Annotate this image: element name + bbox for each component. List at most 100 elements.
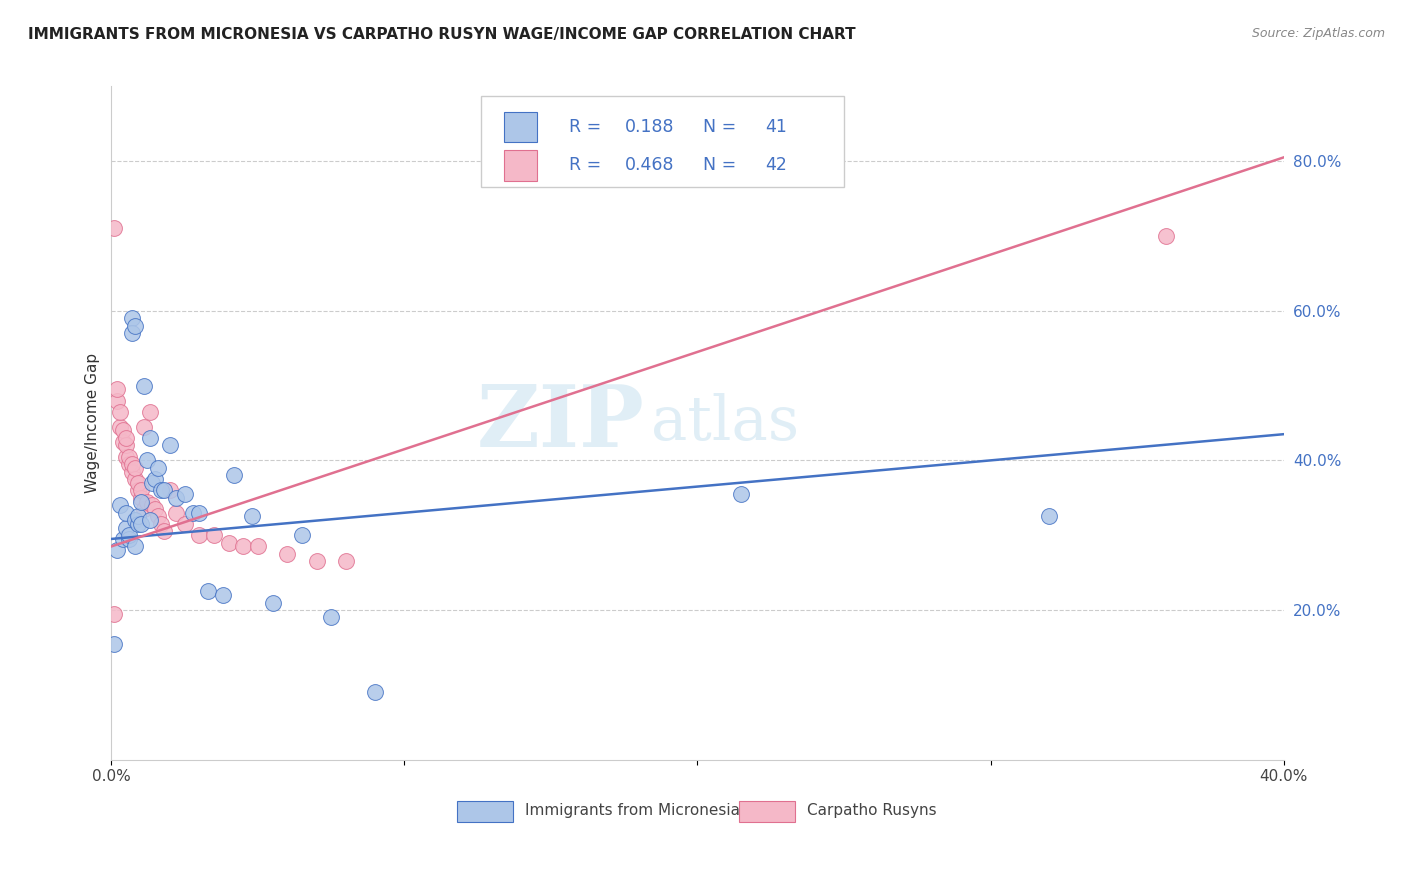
- Point: [127, 475, 149, 490]
- Point: [165, 506, 187, 520]
- Point: [127, 483, 149, 498]
- Point: [118, 450, 141, 464]
- Point: [291, 528, 314, 542]
- Point: [141, 475, 163, 490]
- Point: [218, 535, 240, 549]
- Point: [129, 483, 152, 498]
- Text: atlas: atlas: [651, 393, 799, 453]
- Text: R =: R =: [568, 118, 606, 136]
- Point: [112, 424, 135, 438]
- Point: [135, 494, 157, 508]
- Point: [364, 685, 387, 699]
- Point: [141, 498, 163, 512]
- Point: [127, 516, 149, 531]
- Point: [121, 457, 143, 471]
- Point: [118, 457, 141, 471]
- Point: [124, 540, 146, 554]
- Point: [138, 405, 160, 419]
- Point: [105, 543, 128, 558]
- Point: [173, 516, 195, 531]
- Text: 0.468: 0.468: [624, 156, 675, 175]
- Point: [112, 532, 135, 546]
- Point: [148, 509, 170, 524]
- Point: [115, 431, 138, 445]
- Point: [105, 393, 128, 408]
- Point: [112, 434, 135, 449]
- Text: Carpatho Rusyns: Carpatho Rusyns: [807, 803, 936, 818]
- Point: [118, 532, 141, 546]
- Point: [150, 483, 173, 498]
- Point: [730, 487, 752, 501]
- Text: Source: ZipAtlas.com: Source: ZipAtlas.com: [1251, 27, 1385, 40]
- Point: [124, 513, 146, 527]
- Point: [132, 419, 155, 434]
- Point: [124, 472, 146, 486]
- Point: [165, 491, 187, 505]
- Point: [121, 326, 143, 341]
- FancyBboxPatch shape: [505, 151, 537, 180]
- Point: [1156, 229, 1178, 244]
- Point: [129, 516, 152, 531]
- Point: [148, 461, 170, 475]
- Point: [124, 461, 146, 475]
- Point: [103, 221, 125, 235]
- Point: [138, 513, 160, 527]
- FancyBboxPatch shape: [505, 112, 537, 142]
- Text: N =: N =: [703, 118, 742, 136]
- Text: 41: 41: [765, 118, 787, 136]
- Text: ZIP: ZIP: [477, 381, 645, 465]
- Point: [135, 453, 157, 467]
- Point: [276, 547, 298, 561]
- Text: 42: 42: [765, 156, 787, 175]
- Text: 0.188: 0.188: [624, 118, 675, 136]
- Point: [115, 506, 138, 520]
- Text: N =: N =: [703, 156, 742, 175]
- Point: [173, 487, 195, 501]
- Point: [188, 528, 211, 542]
- Point: [138, 431, 160, 445]
- Point: [224, 468, 246, 483]
- Point: [246, 540, 269, 554]
- Point: [232, 540, 254, 554]
- FancyBboxPatch shape: [738, 801, 794, 822]
- Point: [188, 506, 211, 520]
- FancyBboxPatch shape: [457, 801, 513, 822]
- Text: IMMIGRANTS FROM MICRONESIA VS CARPATHO RUSYN WAGE/INCOME GAP CORRELATION CHART: IMMIGRANTS FROM MICRONESIA VS CARPATHO R…: [28, 27, 856, 42]
- Point: [132, 502, 155, 516]
- Point: [240, 509, 263, 524]
- Point: [153, 483, 176, 498]
- Point: [132, 378, 155, 392]
- Point: [211, 588, 233, 602]
- Point: [262, 595, 284, 609]
- Point: [121, 465, 143, 479]
- Point: [124, 318, 146, 333]
- Point: [159, 438, 181, 452]
- Point: [129, 494, 152, 508]
- Point: [115, 438, 138, 452]
- Y-axis label: Wage/Income Gap: Wage/Income Gap: [86, 353, 100, 493]
- Point: [153, 524, 176, 539]
- Point: [103, 607, 125, 621]
- Point: [150, 516, 173, 531]
- FancyBboxPatch shape: [481, 96, 844, 187]
- Point: [145, 502, 167, 516]
- Point: [105, 382, 128, 396]
- Point: [108, 498, 131, 512]
- Point: [197, 584, 219, 599]
- Point: [183, 506, 205, 520]
- Point: [1038, 509, 1060, 524]
- Point: [159, 483, 181, 498]
- Text: Immigrants from Micronesia: Immigrants from Micronesia: [526, 803, 740, 818]
- Point: [127, 509, 149, 524]
- Point: [335, 554, 357, 568]
- Point: [108, 405, 131, 419]
- Point: [321, 610, 343, 624]
- Point: [115, 450, 138, 464]
- Point: [145, 472, 167, 486]
- Point: [118, 528, 141, 542]
- Point: [305, 554, 328, 568]
- Point: [121, 311, 143, 326]
- Point: [115, 521, 138, 535]
- Point: [202, 528, 225, 542]
- Point: [129, 491, 152, 505]
